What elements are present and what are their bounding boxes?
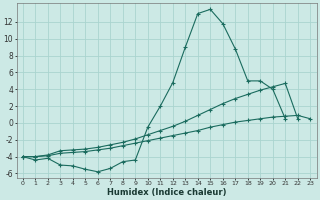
X-axis label: Humidex (Indice chaleur): Humidex (Indice chaleur) xyxy=(107,188,226,197)
